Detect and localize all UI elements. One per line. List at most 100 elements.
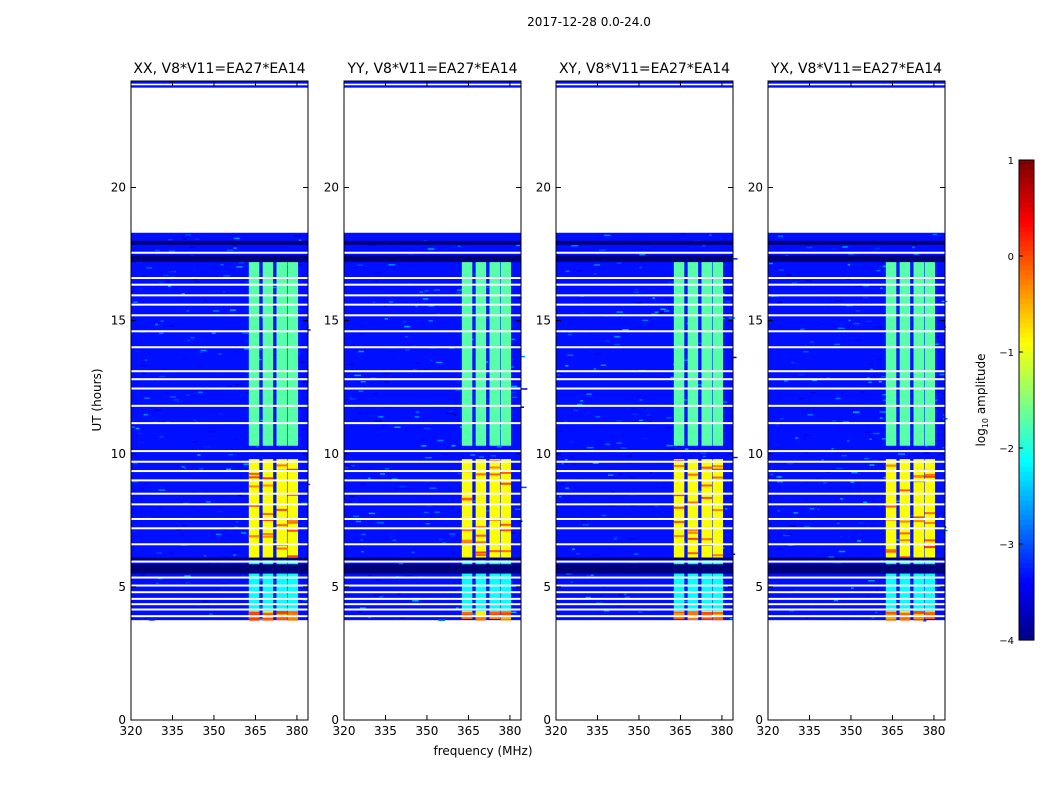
noise-cell xyxy=(788,358,796,360)
signal-peak xyxy=(287,520,299,523)
noise-cell xyxy=(190,336,195,339)
noise-cell xyxy=(823,307,826,309)
noise-cell xyxy=(866,383,870,385)
noise-cell xyxy=(394,426,401,428)
noise-cell xyxy=(511,385,518,388)
x-tick-label: 320 xyxy=(120,724,143,738)
colorbar-tick-label: −3 xyxy=(999,540,1014,551)
noise-cell xyxy=(368,297,372,300)
noise-cell xyxy=(580,311,585,314)
noise-cell xyxy=(168,325,174,327)
noise-cell xyxy=(633,291,640,293)
noise-cell xyxy=(880,412,887,415)
noise-cell xyxy=(411,513,419,515)
noise-cell xyxy=(344,467,349,469)
signal-peak xyxy=(262,484,274,487)
noise-cell xyxy=(388,263,396,266)
noise-cell xyxy=(384,318,389,320)
noise-cell xyxy=(788,430,795,432)
noise-cell xyxy=(380,424,388,426)
flagged-row xyxy=(344,450,521,453)
flagged-row xyxy=(344,83,521,86)
noise-cell xyxy=(601,514,607,517)
noise-cell xyxy=(456,589,461,592)
signal-channel xyxy=(701,459,712,558)
noise-cell xyxy=(769,473,774,476)
noise-cell xyxy=(600,364,607,366)
signal-peak xyxy=(461,611,473,614)
noise-cell xyxy=(616,420,623,422)
noise-cell xyxy=(789,525,797,527)
noise-cell xyxy=(485,361,489,363)
noise-cell xyxy=(368,244,376,246)
noise-cell xyxy=(255,445,259,448)
noise-cell xyxy=(184,575,191,577)
noise-cell xyxy=(415,411,420,413)
signal-peak xyxy=(475,534,487,537)
dark-row xyxy=(131,564,308,574)
noise-cell xyxy=(640,590,644,592)
flagged-row xyxy=(768,303,945,306)
y-tick-label: 5 xyxy=(755,580,763,594)
flagged-row xyxy=(131,370,308,373)
noise-cell xyxy=(437,439,444,442)
signal-peak xyxy=(913,611,924,614)
noise-cell xyxy=(428,305,435,307)
noise-cell xyxy=(685,448,689,450)
noise-cell xyxy=(882,265,887,268)
colorbar-segment xyxy=(1019,625,1034,631)
noise-cell xyxy=(421,445,427,447)
noise-cell xyxy=(405,335,408,338)
signal-peak xyxy=(913,520,924,523)
noise-cell xyxy=(698,389,703,391)
noise-cell xyxy=(565,270,570,273)
noise-cell xyxy=(375,431,380,434)
signal-peak xyxy=(276,547,287,550)
noise-cell xyxy=(682,359,690,361)
noise-cell xyxy=(274,539,279,542)
colorbar-segment xyxy=(1019,347,1034,353)
colorbar-segment xyxy=(1019,260,1034,267)
noise-cell xyxy=(769,262,773,265)
signal-peak xyxy=(475,473,487,476)
flagged-row xyxy=(768,527,945,530)
plot-frame xyxy=(555,80,734,721)
noise-cell xyxy=(586,393,592,395)
noise-cell xyxy=(884,408,887,410)
noise-cell xyxy=(192,419,196,421)
noise-cell xyxy=(578,472,583,474)
noise-cell xyxy=(228,453,233,456)
noise-cell xyxy=(869,438,872,440)
noise-cell xyxy=(833,599,839,602)
flagged-row xyxy=(768,283,945,286)
signal-peak xyxy=(924,612,936,615)
flagged-row xyxy=(131,584,308,587)
noise-cell xyxy=(257,426,263,428)
colorbar-segment xyxy=(1019,332,1034,339)
noise-cell xyxy=(362,322,370,324)
noise-cell xyxy=(181,293,185,295)
noise-cell xyxy=(825,471,832,473)
noise-cell xyxy=(272,457,279,460)
noise-cell xyxy=(168,551,173,554)
noise-cell xyxy=(173,522,179,525)
noise-cell xyxy=(515,508,522,511)
signal-peak xyxy=(248,611,260,614)
noise-cell xyxy=(175,528,182,531)
noise-cell xyxy=(154,249,160,252)
noise-cell xyxy=(721,401,728,403)
flagged-row xyxy=(131,603,308,606)
x-axis-label: frequency (MHz) xyxy=(433,744,532,758)
noise-cell xyxy=(208,430,216,433)
colorbar-segment xyxy=(1019,472,1034,478)
colorbar-segment xyxy=(1019,385,1034,391)
noise-cell xyxy=(184,467,187,469)
signal-peak xyxy=(899,520,911,523)
noise-cell xyxy=(424,290,429,292)
noise-cell xyxy=(804,434,811,436)
flagged-row xyxy=(556,543,733,546)
noise-cell xyxy=(438,538,443,540)
noise-cell xyxy=(585,596,591,599)
x-tick-label: 350 xyxy=(203,724,226,738)
